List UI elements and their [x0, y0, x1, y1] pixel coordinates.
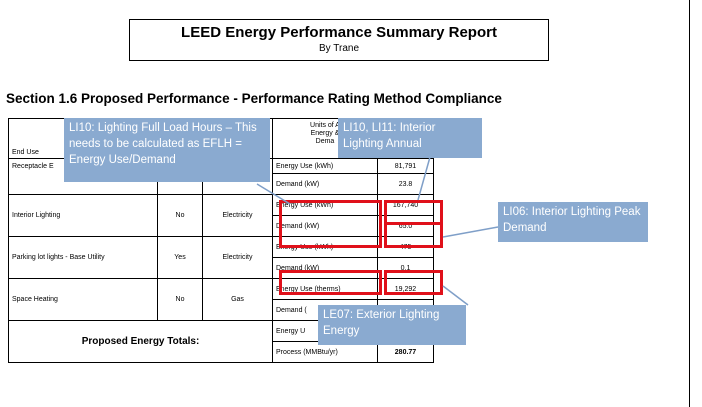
row-value-energy: 167,740 — [377, 194, 434, 216]
leader-le07 — [442, 285, 469, 306]
row-process: Yes — [157, 236, 203, 279]
totals-row: Process (MMBtu/yr) 280.77 — [9, 341, 434, 363]
callout-li06-peak-demand: LI06: Interior Lighting Peak Demand — [498, 202, 648, 242]
leader-li06 — [442, 226, 499, 238]
row-fuel: Gas — [202, 278, 273, 321]
header-units-line2: Energy & — [310, 130, 340, 137]
totals-label: Proposed Energy Totals: — [8, 320, 273, 363]
leader-li10-li11 — [417, 156, 431, 201]
header-units-line3: Dema — [315, 138, 335, 145]
highlight-parking-energy-units — [279, 270, 382, 295]
highlight-parking-energy-value — [384, 270, 443, 295]
leader-li10-efl — [256, 183, 291, 205]
section-heading: Section 1.6 Proposed Performance - Perfo… — [6, 91, 502, 106]
row-fuel: Electricity — [202, 194, 273, 237]
row-process: No — [157, 278, 203, 321]
row-fuel: Electricity — [202, 236, 273, 279]
table-row: Space Heating No Gas Energy Use (therms)… — [8, 278, 434, 321]
callout-li10-full-load-hours: LI10: Lighting Full Load Hours – This ne… — [64, 118, 270, 182]
report-title: LEED Energy Performance Summary Report — [181, 24, 497, 41]
report-title-box: LEED Energy Performance Summary Report B… — [129, 19, 549, 61]
report-subtitle: By Trane — [318, 43, 360, 54]
highlight-interior-energy-demand-units — [279, 200, 382, 248]
callout-le07-exterior-energy: LE07: Exterior Lighting Energy — [318, 305, 466, 345]
page-edge — [689, 0, 690, 407]
header-units-line1: Units of A — [310, 122, 340, 129]
highlight-interior-demand-value — [384, 222, 443, 248]
callout-li10-li11-annual: LI10, LI11: Interior Lighting Annual — [338, 118, 482, 158]
